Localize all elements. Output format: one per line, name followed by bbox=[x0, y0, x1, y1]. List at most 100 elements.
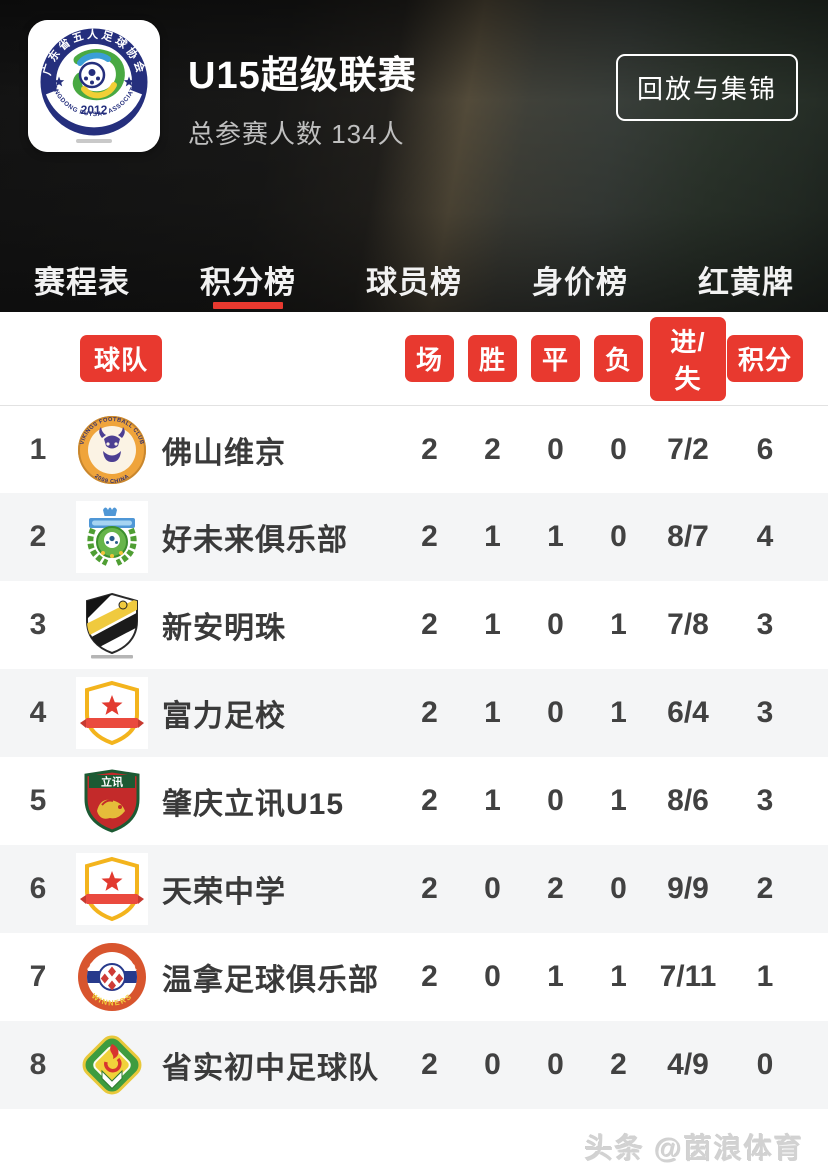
star-ribbon-crest-icon bbox=[76, 677, 148, 749]
league-header: 广东省五人足球协会 GUANGDONG FUTSAL ASSOCIATION bbox=[0, 0, 828, 312]
stat-points: 3 bbox=[756, 608, 774, 641]
rank: 6 bbox=[29, 872, 47, 905]
table-row[interactable]: 5 立讯 肇庆立讯U15 2 1 0 1 8/6 3 bbox=[0, 757, 828, 845]
stat-win: 2 bbox=[484, 432, 501, 466]
star-ribbon-crest-icon bbox=[76, 853, 148, 925]
page-title: U15超级联赛 bbox=[188, 55, 417, 97]
rank: 3 bbox=[29, 608, 47, 641]
column-draw: 平 bbox=[530, 335, 580, 382]
tab-standings[interactable]: 积分榜 bbox=[200, 246, 296, 312]
stat-loss: 0 bbox=[610, 872, 627, 905]
stat-goals: 7/2 bbox=[667, 432, 709, 466]
futsal-association-emblem-icon: 广东省五人足球协会 GUANGDONG FUTSAL ASSOCIATION bbox=[28, 20, 160, 152]
stat-draw: 0 bbox=[547, 784, 564, 817]
stat-points: 2 bbox=[756, 872, 774, 905]
stat-draw: 0 bbox=[547, 1048, 564, 1081]
league-header-top: 广东省五人足球协会 GUANGDONG FUTSAL ASSOCIATION bbox=[0, 0, 828, 152]
stat-loss: 0 bbox=[610, 432, 627, 466]
rank: 1 bbox=[29, 432, 47, 466]
column-team: 球队 bbox=[80, 335, 163, 382]
tab-schedule[interactable]: 赛程表 bbox=[34, 264, 130, 300]
svg-text:2009 CHINA: 2009 CHINA bbox=[93, 473, 130, 485]
team-name: 佛山维京 bbox=[162, 436, 286, 470]
stat-goals: 8/7 bbox=[667, 520, 709, 553]
toutiao-watermark: 头条 @茵浪体育 bbox=[584, 1133, 804, 1164]
stat-goals: 6/4 bbox=[667, 696, 709, 729]
league-logo-card: 广东省五人足球协会 GUANGDONG FUTSAL ASSOCIATION bbox=[28, 20, 160, 152]
stat-played: 2 bbox=[421, 696, 438, 729]
vikings-crest-icon: VIKINGS FOOTBALL CLUB 2009 CHINA bbox=[76, 414, 148, 486]
stat-draw: 1 bbox=[547, 960, 564, 993]
stat-points: 4 bbox=[756, 520, 774, 553]
stat-loss: 1 bbox=[610, 608, 627, 641]
stat-played: 2 bbox=[421, 872, 438, 905]
stat-played: 2 bbox=[421, 520, 438, 553]
standings-table-header: 球队 场 胜 平 负 进/失 积分 bbox=[0, 312, 828, 405]
stat-played: 2 bbox=[421, 1048, 438, 1081]
stat-draw: 0 bbox=[547, 432, 564, 466]
stat-loss: 2 bbox=[610, 1048, 627, 1081]
winners-roundel-icon: WINNERS bbox=[76, 941, 148, 1013]
stat-win: 1 bbox=[484, 696, 501, 729]
tab-cards[interactable]: 红黄牌 bbox=[698, 264, 794, 300]
stat-goals: 4/9 bbox=[667, 1048, 709, 1081]
lixun-shield-icon: 立讯 bbox=[76, 765, 148, 837]
stat-points: 3 bbox=[756, 784, 774, 817]
xinan-shield-icon bbox=[76, 589, 148, 661]
rank: 5 bbox=[29, 784, 47, 817]
stat-win: 0 bbox=[484, 960, 501, 993]
column-played: 场 bbox=[404, 335, 454, 382]
stat-loss: 0 bbox=[610, 520, 627, 553]
table-row[interactable]: 2 好未来俱乐部 bbox=[0, 493, 828, 581]
team-name: 温拿足球俱乐部 bbox=[162, 964, 379, 997]
rank: 2 bbox=[29, 520, 47, 553]
column-win: 胜 bbox=[467, 335, 517, 382]
stat-draw: 2 bbox=[547, 872, 564, 905]
column-goals: 进/失 bbox=[650, 316, 726, 401]
lixun-band-text: 立讯 bbox=[101, 775, 123, 789]
tab-bar: 赛程表 积分榜 球员榜 身价榜 红黄牌 bbox=[0, 246, 828, 312]
tab-players[interactable]: 球员榜 bbox=[366, 264, 462, 300]
table-row[interactable]: 8 省实初中足球队 2 0 0 2 4/9 0 bbox=[0, 1021, 828, 1109]
league-title-block: U15超级联赛 总参赛人数 134人 bbox=[188, 20, 616, 151]
table-row[interactable]: 3 新安明珠 2 1 0 1 7/8 3 bbox=[0, 581, 828, 669]
stat-played: 2 bbox=[421, 960, 438, 993]
stat-goals: 7/11 bbox=[659, 960, 717, 993]
stat-loss: 1 bbox=[610, 784, 627, 817]
stat-loss: 1 bbox=[610, 696, 627, 729]
table-row[interactable]: 7 bbox=[0, 933, 828, 1021]
tab-market-value[interactable]: 身价榜 bbox=[532, 264, 628, 300]
emblem-year-text: 2012 bbox=[81, 103, 108, 117]
team-name: 富力足校 bbox=[162, 700, 286, 733]
stat-win: 1 bbox=[484, 520, 501, 553]
stat-loss: 1 bbox=[610, 960, 627, 993]
stat-win: 1 bbox=[484, 608, 501, 641]
column-loss: 负 bbox=[593, 335, 643, 382]
stat-played: 2 bbox=[421, 608, 438, 641]
stat-points: 3 bbox=[756, 696, 774, 729]
team-name: 新安明珠 bbox=[162, 612, 286, 645]
vikings-year-text: 2009 CHINA bbox=[93, 473, 130, 485]
stat-win: 1 bbox=[484, 784, 501, 817]
column-points: 积分 bbox=[726, 335, 803, 382]
team-name: 肇庆立讯U15 bbox=[162, 788, 345, 821]
stat-draw: 1 bbox=[547, 520, 564, 553]
stat-goals: 9/9 bbox=[667, 872, 709, 905]
participants-count: 总参赛人数 134人 bbox=[188, 119, 405, 149]
stat-points: 1 bbox=[756, 960, 774, 993]
table-row[interactable]: 1 VIKINGS FOOTBALL CLUB 2009 CHINA bbox=[0, 405, 828, 493]
stat-points: 6 bbox=[756, 432, 774, 466]
team-name: 天荣中学 bbox=[162, 876, 286, 909]
rank: 4 bbox=[29, 696, 47, 729]
rank: 8 bbox=[29, 1048, 47, 1081]
table-row[interactable]: 4 富力足校 2 1 0 1 6/4 3 bbox=[0, 669, 828, 757]
stat-win: 0 bbox=[484, 1048, 501, 1081]
stat-draw: 0 bbox=[547, 608, 564, 641]
replay-highlights-button[interactable]: 回放与集锦 bbox=[615, 54, 798, 121]
rank: 7 bbox=[29, 960, 47, 993]
team-name: 省实初中足球队 bbox=[162, 1052, 379, 1085]
stat-goals: 7/8 bbox=[667, 608, 709, 641]
table-row[interactable]: 6 天荣中学 2 0 2 0 9/9 2 bbox=[0, 845, 828, 933]
stat-goals: 8/6 bbox=[667, 784, 709, 817]
